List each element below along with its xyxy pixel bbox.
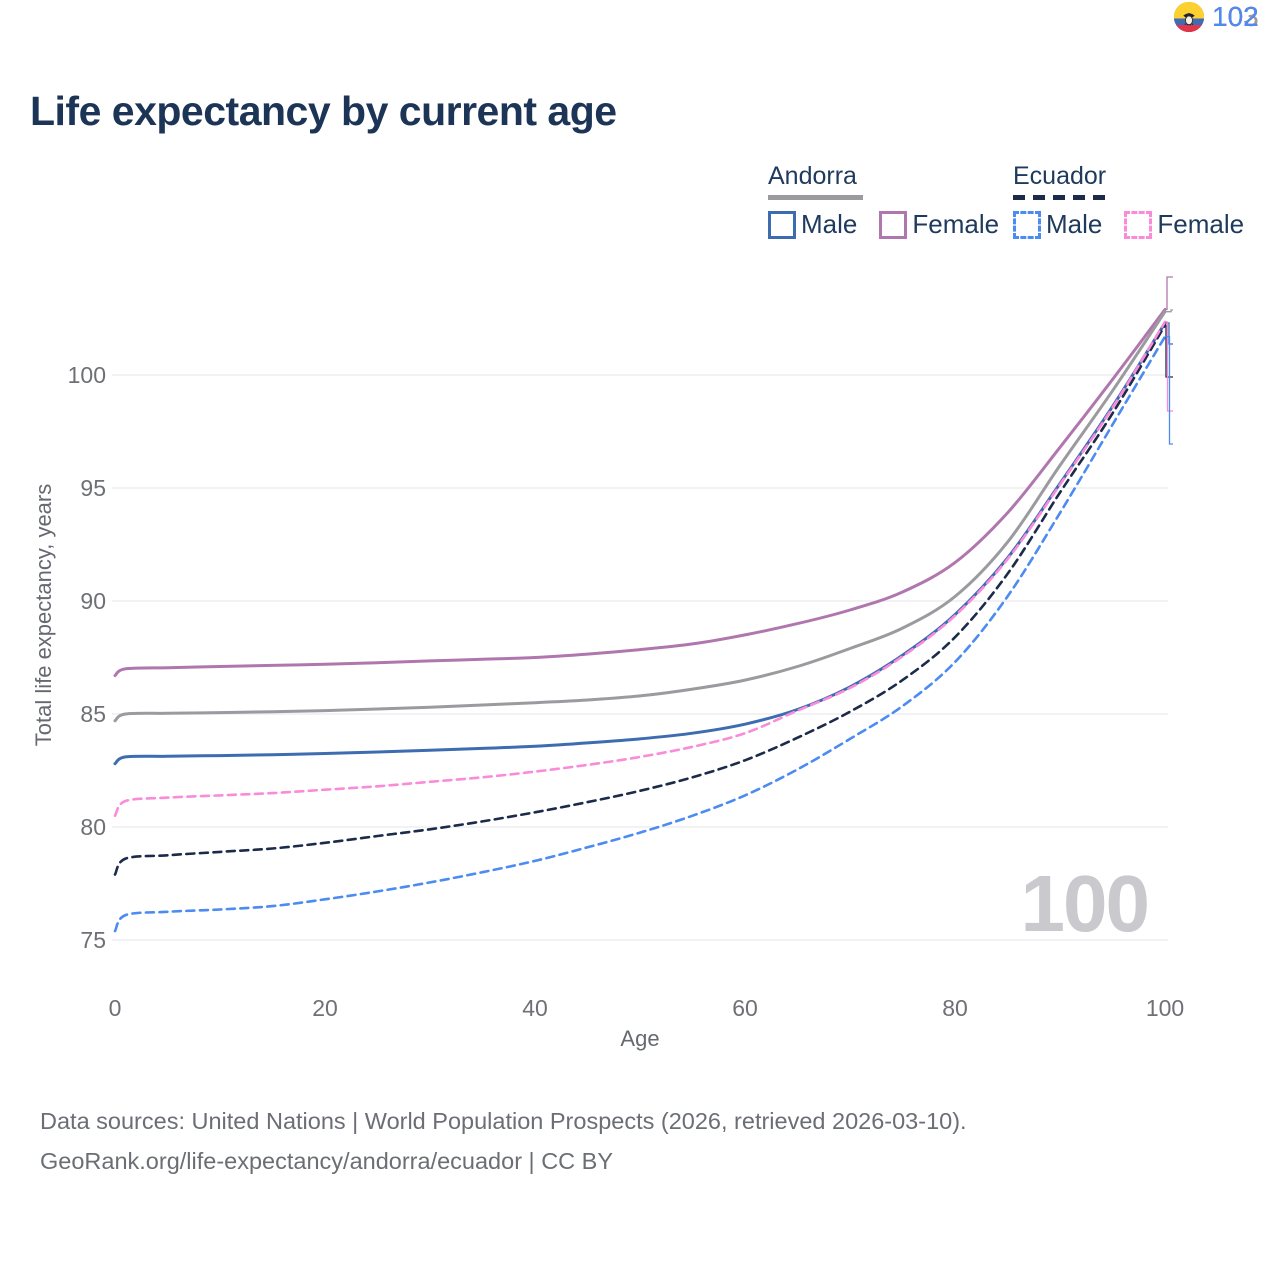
y-tick-label-90: 90	[80, 588, 106, 614]
legend-label-andorra-female: Female	[912, 209, 1000, 239]
x-axis-title: Age	[620, 1026, 660, 1051]
y-tick-label-100: 100	[67, 362, 106, 388]
andorra-male-swatch-icon	[768, 210, 796, 239]
footer-attribution-link: GeoRank.org/life-expectancy/andorra/ecua…	[40, 1148, 614, 1174]
legend-group-andorra: Andorra Male Female	[768, 162, 999, 240]
end-value: 102	[1212, 0, 1259, 32]
legend-item-andorra-male[interactable]: Male	[768, 209, 857, 240]
ecuador-female-swatch-icon	[1124, 210, 1153, 239]
footer-data-sources: Data sources: United Nations | World Pop…	[40, 1108, 967, 1134]
y-tick-label-75: 75	[80, 927, 106, 953]
x-tick-label-20: 20	[312, 995, 338, 1021]
end-value: 103	[1212, 0, 1259, 32]
legend-group-ecuador: Ecuador Male Female	[1013, 162, 1244, 240]
andorra-female-swatch-icon	[879, 210, 908, 239]
ecuador-dashed-line-swatch-icon	[1013, 195, 1108, 200]
legend-label-ecuador-female: Female	[1157, 209, 1245, 239]
x-tick-label-80: 80	[942, 995, 968, 1021]
legend-label-ecuador-male: Male	[1046, 209, 1103, 239]
end-label-ecuador-male: 102	[1174, 0, 1259, 33]
legend-country-andorra[interactable]: Andorra	[768, 162, 857, 190]
legend-item-ecuador-female[interactable]: Female	[1124, 209, 1244, 240]
x-tick-label-0: 0	[108, 995, 122, 1021]
end-value: 102	[1212, 0, 1259, 32]
x-tick-label-100: 100	[1145, 995, 1185, 1021]
legend-label-andorra-male: Male	[801, 209, 858, 239]
ecuador-flag-icon	[1174, 1, 1204, 32]
plot-area[interactable]	[115, 305, 1168, 945]
x-tick-label-40: 40	[522, 995, 548, 1021]
andorra-solid-line-swatch-icon	[768, 195, 863, 200]
page-title: Life expectancy by current age	[30, 88, 617, 134]
end-value: 102	[1212, 0, 1259, 32]
y-tick-label-80: 80	[80, 814, 106, 840]
legend-item-ecuador-male[interactable]: Male	[1013, 209, 1102, 240]
y-tick-label-85: 85	[80, 701, 106, 727]
x-tick-label-60: 60	[732, 995, 758, 1021]
legend-item-andorra-female[interactable]: Female	[879, 209, 999, 240]
y-tick-label-95: 95	[80, 475, 106, 501]
ecuador-male-swatch-icon	[1013, 210, 1041, 239]
legend-country-ecuador[interactable]: Ecuador	[1013, 162, 1107, 190]
end-value: 103	[1212, 0, 1259, 32]
end-value: 102	[1212, 0, 1259, 32]
y-axis-title: Total life expectancy, years	[31, 483, 56, 747]
